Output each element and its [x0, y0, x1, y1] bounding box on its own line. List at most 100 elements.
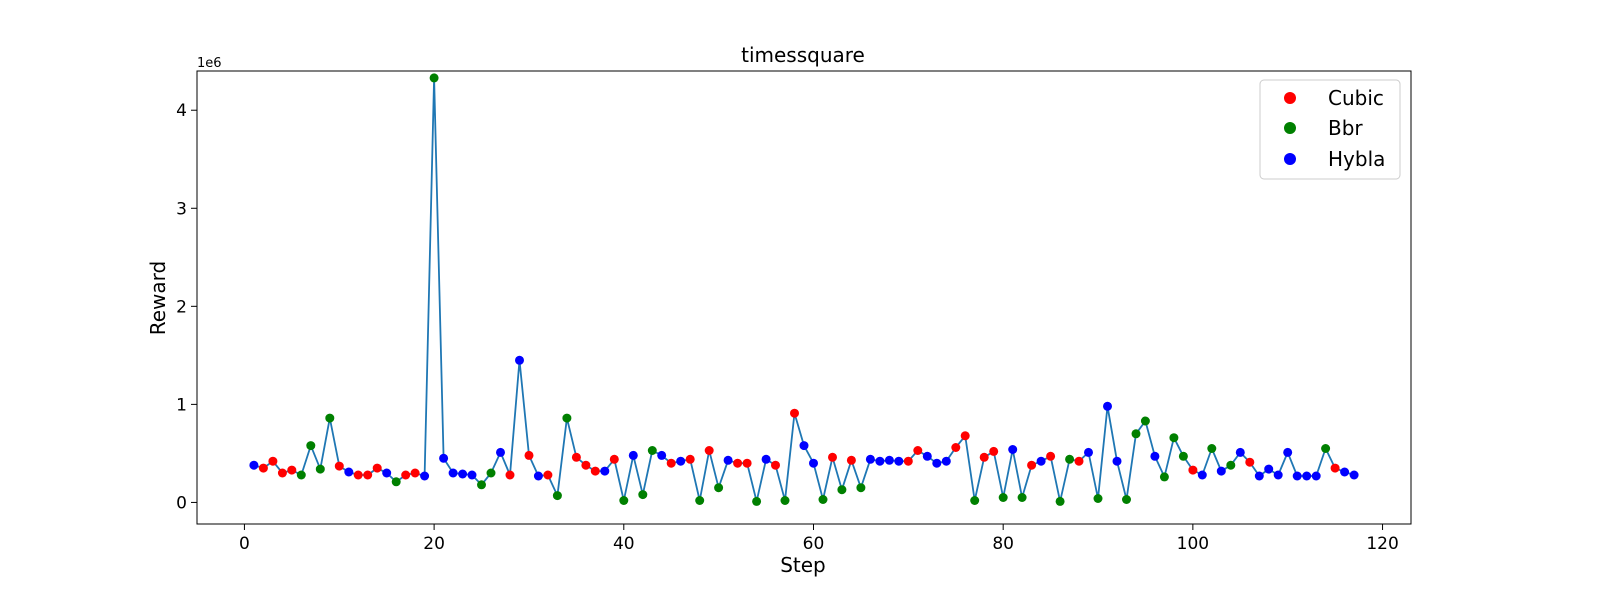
data-point-cubic	[913, 446, 923, 455]
data-point-bbr	[1065, 454, 1075, 464]
data-point-cubic	[1245, 457, 1255, 467]
data-point-cubic	[1330, 463, 1340, 473]
data-point-hybla	[1150, 451, 1160, 461]
data-point-bbr	[856, 483, 866, 493]
series-line	[253, 77, 1355, 503]
data-point-bbr	[477, 480, 486, 490]
data-point-bbr	[1055, 496, 1065, 506]
data-point-cubic	[951, 443, 961, 452]
data-point-hybla	[382, 468, 392, 478]
data-point-cubic	[685, 454, 695, 464]
data-point-bbr	[1017, 493, 1027, 502]
x-tick-label: 60	[803, 534, 825, 554]
reward-line	[253, 77, 1355, 503]
legend-marker-cubic	[1284, 92, 1296, 104]
data-point-hybla	[1292, 471, 1302, 481]
data-point-cubic	[666, 458, 676, 468]
data-point-cubic	[1074, 456, 1084, 466]
data-point-bbr	[429, 73, 439, 83]
data-point-bbr	[391, 477, 401, 487]
y-tick-label: 3	[176, 199, 187, 219]
data-point-cubic	[410, 468, 420, 478]
data-point-hybla	[1264, 464, 1274, 474]
data-point-bbr	[998, 493, 1008, 502]
data-point-bbr	[695, 496, 705, 505]
data-point-bbr	[562, 413, 572, 423]
data-point-cubic	[401, 470, 411, 480]
data-point-bbr	[486, 468, 496, 478]
data-point-cubic	[989, 446, 999, 456]
data-point-cubic	[543, 470, 553, 480]
data-point-hybla	[723, 455, 733, 465]
data-point-cubic	[846, 455, 856, 465]
x-tick-label: 100	[1177, 534, 1209, 554]
data-point-cubic	[287, 465, 297, 475]
data-point-cubic	[277, 468, 287, 478]
data-point-bbr	[315, 464, 325, 474]
y-tick-label: 2	[176, 297, 187, 317]
data-point-hybla	[1273, 470, 1283, 480]
data-point-hybla	[448, 468, 458, 478]
data-point-cubic	[571, 452, 581, 462]
chart-title: timessquare	[741, 43, 865, 67]
data-markers	[249, 73, 1359, 506]
data-point-hybla	[809, 458, 818, 468]
x-tick-label: 120	[1366, 534, 1398, 554]
data-point-hybla	[1084, 447, 1093, 457]
data-point-hybla	[1036, 456, 1046, 466]
data-point-hybla	[1216, 466, 1226, 476]
data-point-bbr	[1207, 444, 1217, 453]
data-point-bbr	[552, 491, 562, 501]
data-point-hybla	[1311, 471, 1321, 481]
y-axis-offset-label: 1e6	[197, 56, 222, 71]
data-point-cubic	[372, 463, 382, 473]
legend-marker-bbr	[1284, 122, 1296, 134]
data-point-hybla	[894, 456, 904, 466]
data-point-bbr	[306, 441, 316, 451]
legend-label-cubic: Cubic	[1328, 86, 1384, 110]
data-point-cubic	[334, 461, 344, 471]
x-tick-label: 80	[992, 534, 1014, 554]
data-point-cubic	[960, 431, 970, 441]
data-point-hybla	[249, 460, 259, 470]
data-point-hybla	[496, 447, 505, 457]
data-point-bbr	[1131, 429, 1141, 439]
plot-frame	[196, 70, 1412, 525]
legend-marker-hybla	[1284, 153, 1296, 165]
data-point-hybla	[1197, 470, 1207, 480]
data-point-hybla	[941, 456, 951, 466]
data-point-hybla	[600, 466, 610, 476]
data-point-cubic	[258, 463, 268, 473]
data-point-bbr	[837, 485, 847, 495]
data-point-hybla	[1349, 470, 1359, 480]
y-axis-label: Reward	[146, 261, 170, 335]
data-point-bbr	[638, 490, 648, 500]
y-tick-label: 4	[176, 101, 187, 121]
data-point-hybla	[676, 456, 686, 466]
legend-label-bbr: Bbr	[1328, 116, 1363, 140]
data-point-cubic	[742, 458, 752, 468]
data-point-hybla	[458, 469, 468, 479]
data-point-bbr	[970, 496, 980, 505]
x-axis-label: Step	[780, 553, 826, 577]
data-point-hybla	[515, 355, 524, 365]
data-point-cubic	[828, 452, 837, 462]
data-point-bbr	[1178, 451, 1188, 461]
data-point-bbr	[752, 496, 762, 506]
data-point-cubic	[505, 470, 515, 480]
data-point-hybla	[932, 458, 942, 468]
data-point-bbr	[1122, 495, 1131, 504]
data-point-bbr	[1140, 416, 1150, 426]
data-point-hybla	[761, 454, 771, 464]
data-point-hybla	[1008, 445, 1018, 454]
data-point-cubic	[363, 470, 373, 480]
data-point-hybla	[344, 467, 354, 477]
data-point-hybla	[657, 450, 667, 460]
data-point-hybla	[420, 471, 430, 481]
data-point-hybla	[799, 441, 809, 451]
data-point-bbr	[325, 413, 335, 423]
data-point-bbr	[1226, 460, 1236, 470]
data-point-hybla	[922, 451, 932, 461]
data-point-hybla	[875, 456, 885, 466]
